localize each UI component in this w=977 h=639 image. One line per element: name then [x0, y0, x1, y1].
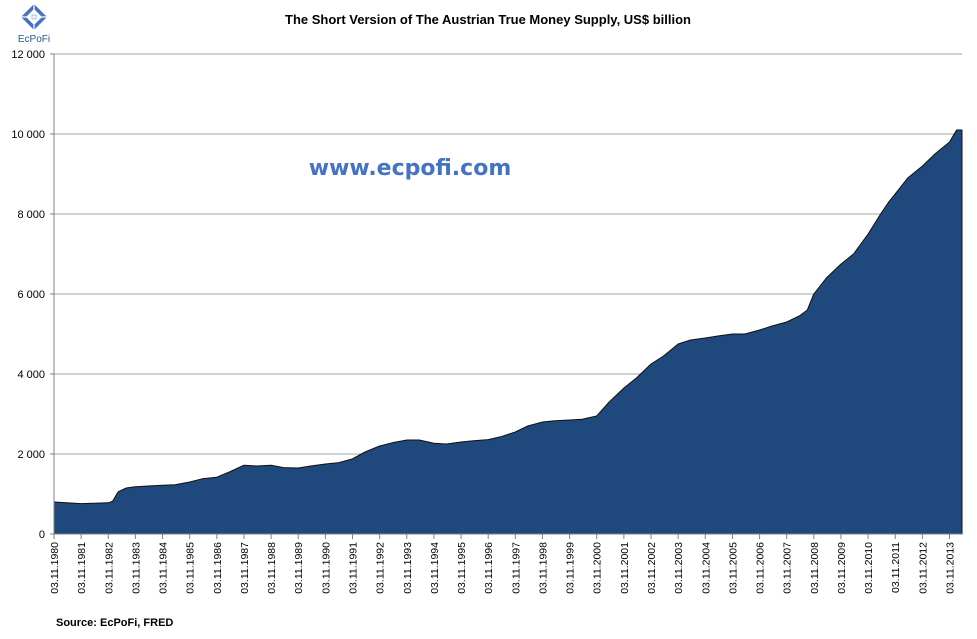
- x-tick-label: 03.11.2003: [673, 542, 685, 594]
- x-tick-label: 03.11.1981: [76, 542, 88, 594]
- x-tick-label: 03.11.2009: [836, 542, 848, 594]
- x-tick-label: 03.11.2008: [809, 542, 821, 594]
- x-tick-label: 03.11.1983: [130, 542, 142, 594]
- source-note: Source: EcPoFi, FRED: [56, 617, 173, 629]
- x-tick-label: 03.11.1987: [239, 542, 251, 594]
- x-tick-label: 03.11.1985: [185, 542, 197, 594]
- x-axis: 03.11.1980 03.11.1981 03.11.1982 03.11.1983…: [49, 533, 962, 594]
- x-tick-label: 03.11.1989: [293, 542, 305, 594]
- x-tick-label: 03.11.1990: [320, 542, 332, 594]
- x-tick-label: 03.11.2000: [592, 542, 604, 594]
- x-tick-label: 03.11.2005: [727, 542, 739, 594]
- x-tick-label: 03.11.1999: [565, 542, 577, 594]
- y-tick-label: 8 000: [17, 209, 45, 221]
- y-tick-label: 2 000: [17, 449, 45, 461]
- x-tick-label: 03.11.1988: [266, 542, 278, 594]
- x-tick-label: 03.11.1991: [348, 542, 360, 594]
- x-tick-label: 03.11.2001: [619, 542, 631, 594]
- x-tick-label: 03.11.2007: [782, 542, 794, 594]
- x-tick-label: 03.11.1997: [510, 542, 522, 594]
- x-tick-label: 03.11.1992: [375, 542, 387, 594]
- x-tick-label: 03.11.2010: [863, 542, 875, 594]
- watermark-text: www.ecpofi.com: [309, 156, 512, 181]
- series-area: [53, 129, 963, 535]
- x-tick-label: 03.11.1996: [483, 542, 495, 594]
- x-tick-label: 03.11.1986: [212, 542, 224, 594]
- plot-area: 0 2 000 4 000 6 000 8 000 10 000 12 000 03.11.…: [11, 49, 963, 594]
- x-tick-label: 03.11.1993: [402, 542, 414, 594]
- logo-emblem-icon: [21, 4, 47, 30]
- x-tick-label: 03.11.2004: [700, 542, 712, 594]
- x-tick-label: 03.11.2013: [945, 542, 957, 594]
- x-tick-label: 03.11.1994: [429, 542, 441, 594]
- x-tick-label: 03.11.2002: [646, 542, 658, 594]
- y-tick-label: 12 000: [11, 49, 45, 61]
- y-tick-label: 10 000: [11, 129, 45, 141]
- x-tick-label: 03.11.1995: [456, 542, 468, 594]
- x-tick-label: 03.11.1998: [538, 542, 550, 594]
- y-axis: 0 2 000 4 000 6 000 8 000 10 000 12 000: [11, 49, 55, 541]
- x-tick-label: 03.11.1982: [103, 542, 115, 594]
- chart-title: The Short Version of The Austrian True M…: [285, 12, 691, 27]
- ecpofi-logo: EcPoFi: [18, 4, 50, 45]
- y-tick-label: 4 000: [17, 369, 45, 381]
- x-tick-label: 03.11.1984: [158, 542, 170, 594]
- logo-text: EcPoFi: [18, 34, 50, 45]
- x-tick-label: 03.11.2006: [755, 542, 767, 594]
- x-tick-label: 03.11.2011: [890, 542, 902, 593]
- x-tick-label: 03.11.1980: [49, 542, 61, 594]
- y-tick-label: 0: [39, 529, 45, 541]
- x-tick-label: 03.11.2012: [917, 542, 929, 594]
- y-tick-label: 6 000: [17, 289, 45, 301]
